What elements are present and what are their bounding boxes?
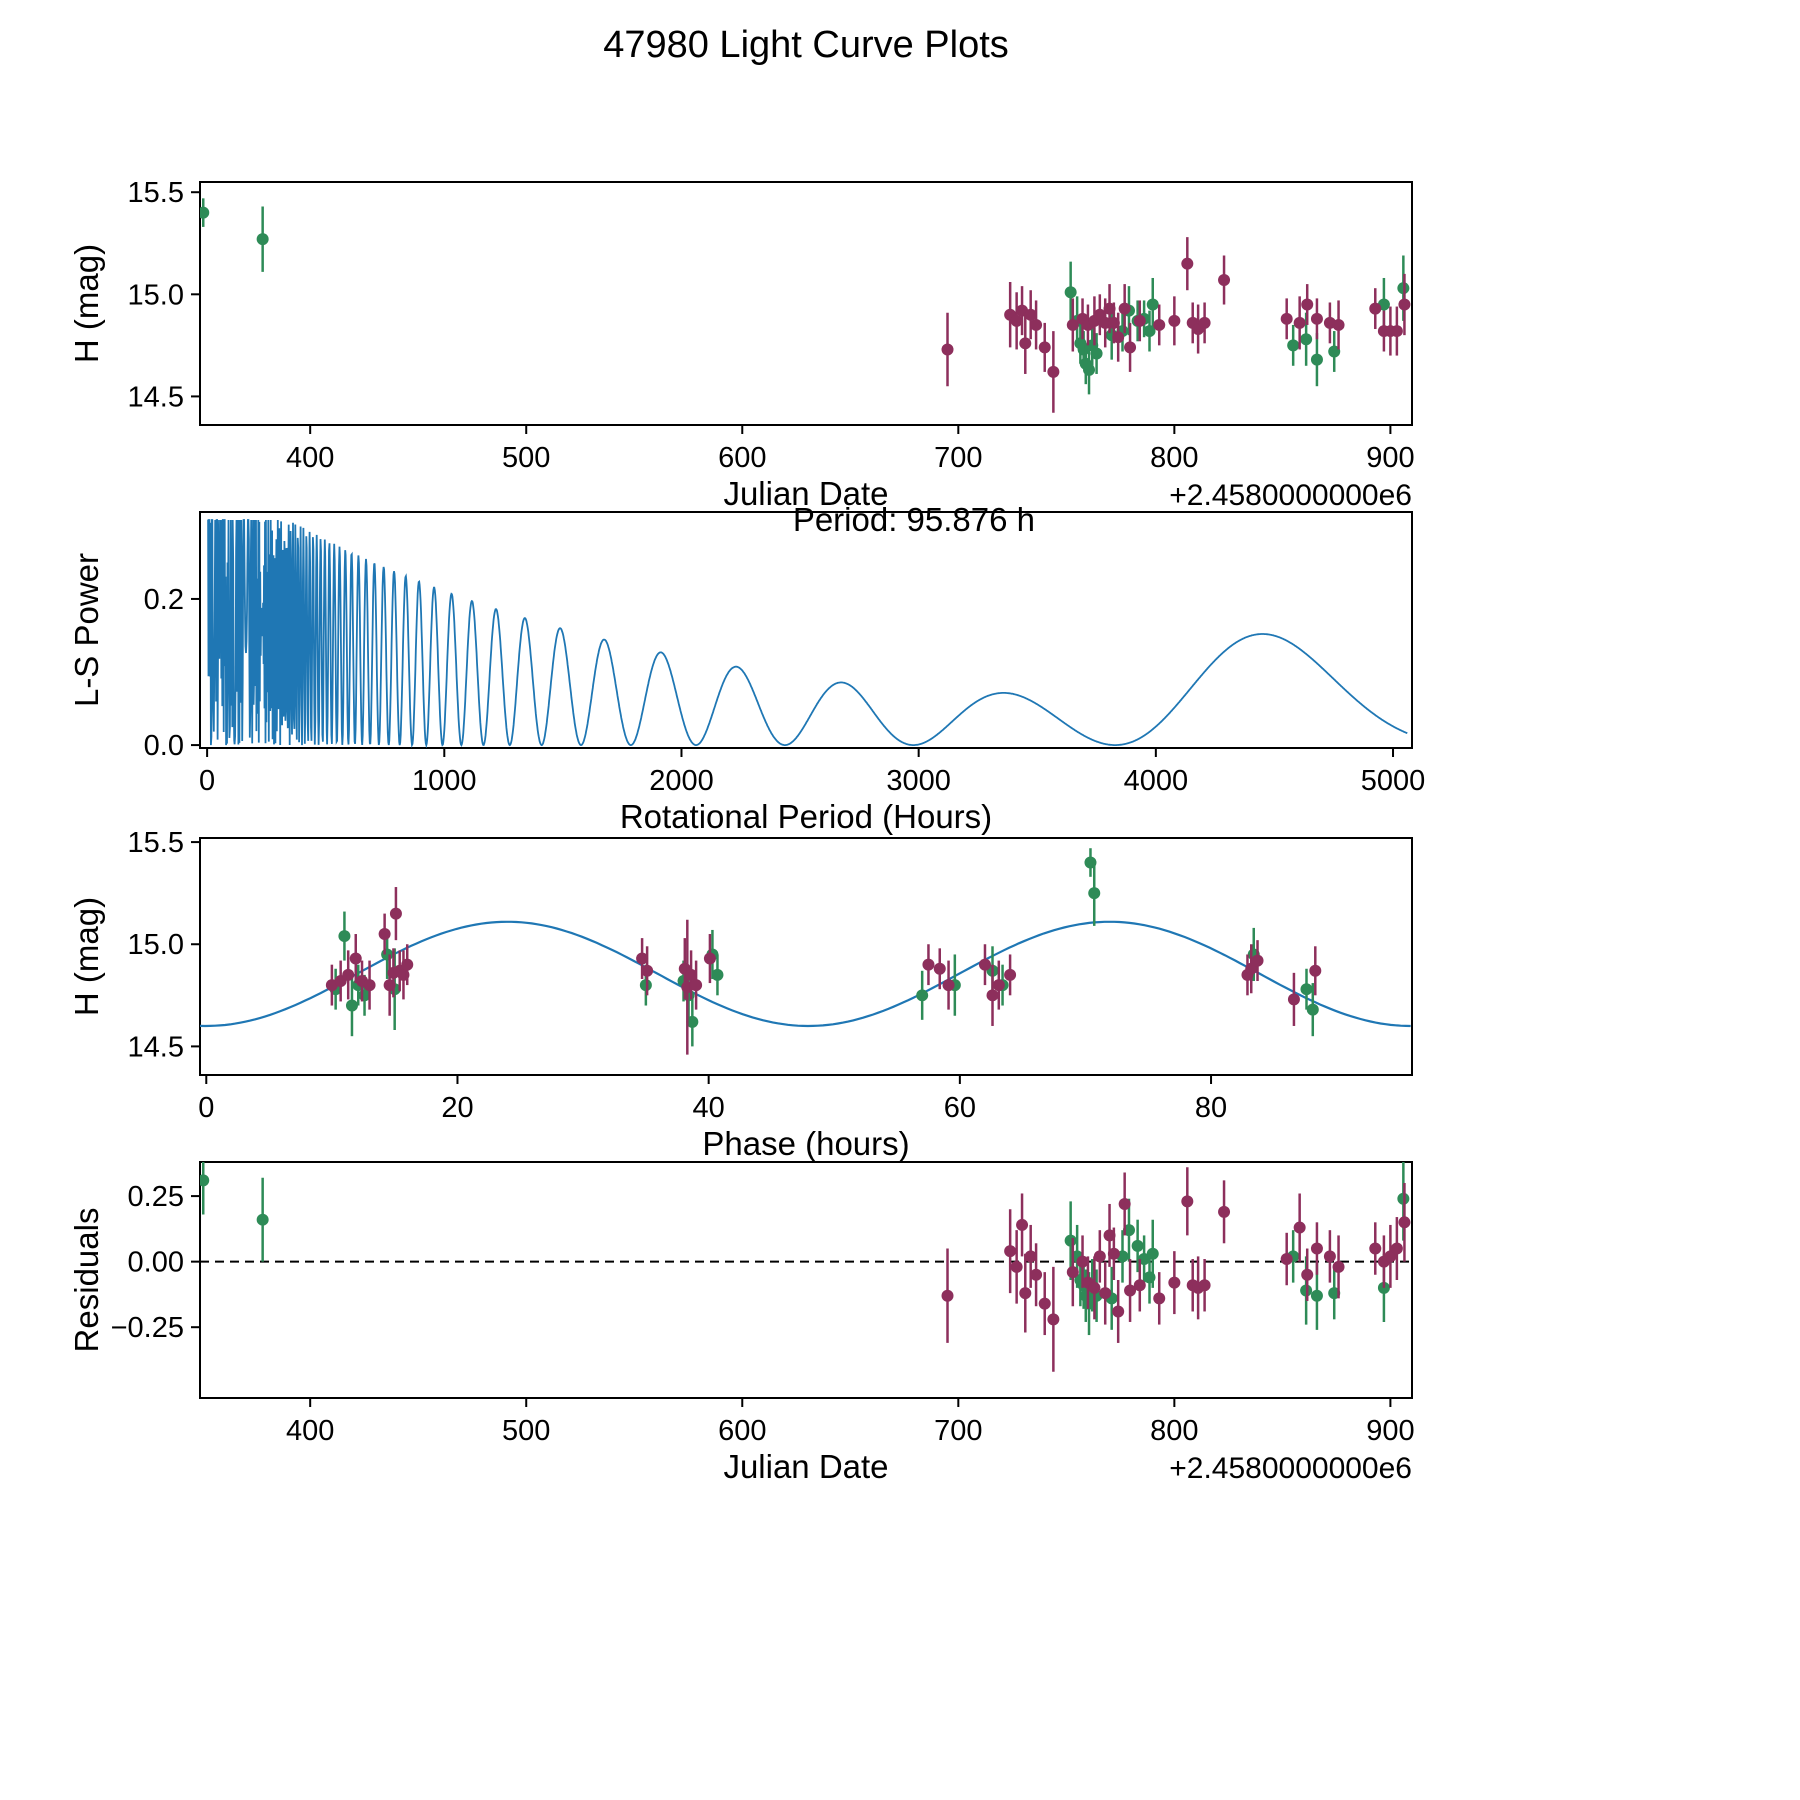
sinusoid-fit-line (200, 920, 1411, 1028)
svg-text:0: 0 (198, 1092, 214, 1124)
periodogram-data (207, 519, 1408, 748)
residuals-x-offset: +2.4580000000e6 (1169, 1452, 1412, 1485)
svg-text:0.2: 0.2 (144, 584, 184, 616)
svg-text:15.0: 15.0 (128, 929, 184, 961)
svg-text:14.5: 14.5 (128, 381, 184, 413)
residuals-ylabel: Residuals (68, 1208, 105, 1353)
jd_lightcurve-xlabel: Julian Date (723, 475, 888, 512)
svg-text:900: 900 (1366, 1415, 1414, 1447)
svg-text:80: 80 (1195, 1092, 1227, 1124)
phase_curve-ylabel: H (mag) (68, 897, 105, 1016)
residuals-axes: 400 500 600 700 800 900 −0.25 0.00 0.25 Julian Da… (68, 1161, 1415, 1485)
periodogram-ylabel: L-S Power (68, 553, 105, 707)
svg-text:14.5: 14.5 (128, 1031, 184, 1063)
periodogram-axes: 0 1000 2000 3000 4000 5000 0.0 0.2 Rotational Pe… (68, 511, 1426, 835)
svg-text:0.25: 0.25 (128, 1181, 184, 1213)
svg-text:60: 60 (944, 1092, 976, 1124)
svg-text:900: 900 (1366, 442, 1414, 474)
svg-text:500: 500 (502, 442, 550, 474)
svg-text:500: 500 (502, 1415, 550, 1447)
phase_curve-data (200, 848, 1411, 1055)
jd_lightcurve-ylabel: H (mag) (68, 244, 105, 363)
svg-text:40: 40 (693, 1092, 725, 1124)
green-residuals (200, 1162, 1410, 1336)
phase_curve-axes: 0 20 40 60 80 14.5 15.0 15.5 Phase (hours) H (mag… (68, 827, 1413, 1162)
svg-text:4000: 4000 (1124, 765, 1189, 797)
jd_lightcurve-x-offset: +2.4580000000e6 (1169, 479, 1412, 512)
purple-phased (325, 887, 1322, 1055)
svg-text:800: 800 (1150, 442, 1198, 474)
green-phased (329, 848, 1319, 1047)
svg-text:400: 400 (286, 1415, 334, 1447)
svg-text:15.0: 15.0 (128, 279, 184, 311)
svg-text:1000: 1000 (412, 765, 477, 797)
svg-text:15.5: 15.5 (128, 177, 184, 209)
purple-residuals (941, 1167, 1411, 1372)
svg-text:15.5: 15.5 (128, 827, 184, 859)
svg-text:−0.25: −0.25 (111, 1312, 184, 1344)
figure-title: 47980 Light Curve Plots (603, 24, 1009, 66)
svg-text:2000: 2000 (649, 765, 714, 797)
svg-text:5000: 5000 (1361, 765, 1426, 797)
svg-text:0: 0 (199, 765, 215, 797)
svg-text:700: 700 (934, 442, 982, 474)
phase_curve-xlabel: Phase (hours) (702, 1125, 909, 1162)
svg-text:700: 700 (934, 1415, 982, 1447)
periodogram-xlabel: Rotational Period (Hours) (620, 798, 992, 835)
svg-text:0.00: 0.00 (128, 1247, 184, 1279)
purple-observations (941, 237, 1411, 413)
jd_lightcurve-data (200, 198, 1411, 413)
svg-text:400: 400 (286, 442, 334, 474)
svg-text:20: 20 (441, 1092, 473, 1124)
period-annotation: Period: 95.876 h (793, 501, 1035, 538)
green-observations (200, 198, 1410, 395)
svg-text:3000: 3000 (886, 765, 951, 797)
svg-text:800: 800 (1150, 1415, 1198, 1447)
residuals-xlabel: Julian Date (723, 1448, 888, 1485)
svg-text:600: 600 (718, 442, 766, 474)
residuals-data (200, 1162, 1412, 1372)
svg-text:600: 600 (718, 1415, 766, 1447)
jd_lightcurve-axes: 400 500 600 700 800 900 14.5 15.0 15.5 Julian Dat… (68, 177, 1415, 512)
svg-text:0.0: 0.0 (144, 730, 184, 762)
